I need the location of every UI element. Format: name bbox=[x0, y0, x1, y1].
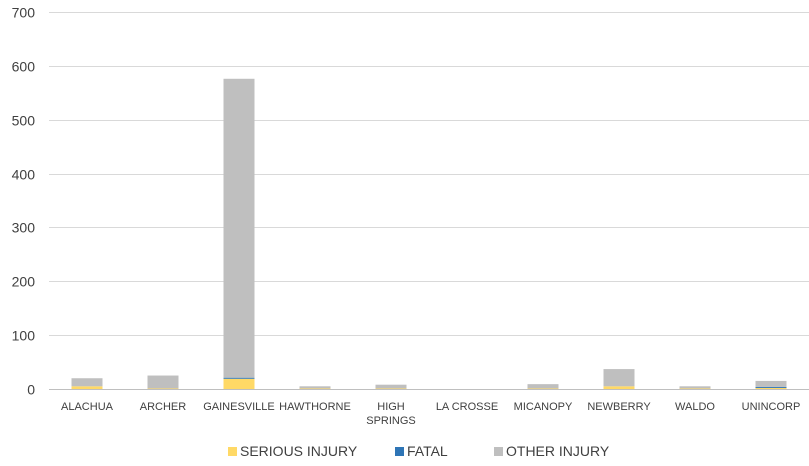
bar-serious-injury bbox=[527, 388, 559, 389]
legend: SERIOUS INJURY FATAL OTHER INJURY bbox=[228, 443, 610, 459]
x-tick-label: ALACHUA bbox=[61, 401, 114, 413]
y-tick-label: 600 bbox=[12, 59, 36, 75]
bar-other-injury bbox=[603, 369, 635, 387]
x-tick-label: WALDO bbox=[675, 401, 715, 413]
y-tick-label: 700 bbox=[12, 5, 36, 21]
bar-serious-injury bbox=[375, 388, 407, 389]
x-tick-label: LA CROSSE bbox=[436, 401, 498, 413]
legend-label: FATAL bbox=[407, 443, 448, 459]
bar-serious-injury bbox=[755, 387, 787, 389]
y-tick-label: 300 bbox=[12, 220, 36, 236]
y-axis: 0 100 200 300 400 500 600 700 bbox=[12, 5, 36, 398]
bar-other-injury bbox=[71, 378, 103, 387]
bar-fatal bbox=[223, 377, 255, 379]
bar-other-injury bbox=[527, 384, 559, 389]
gridlines bbox=[49, 12, 809, 390]
bar-other-injury bbox=[147, 375, 179, 389]
bar-other-injury bbox=[375, 384, 407, 389]
y-tick-label: 100 bbox=[12, 328, 36, 344]
bar-serious-injury bbox=[299, 388, 331, 389]
legend-label: OTHER INJURY bbox=[506, 443, 610, 459]
legend-swatch bbox=[395, 447, 404, 456]
bars bbox=[71, 78, 787, 389]
bar-serious-injury bbox=[71, 386, 103, 389]
y-tick-label: 400 bbox=[12, 167, 36, 183]
bar-other-injury bbox=[299, 386, 331, 389]
x-axis: ALACHUA ARCHER GAINESVILLE HAWTHORNE HIGH SPR… bbox=[61, 401, 800, 427]
bar-serious-injury bbox=[679, 388, 711, 389]
bar-fatal bbox=[755, 386, 787, 388]
x-tick-label: GAINESVILLE bbox=[203, 401, 275, 413]
x-tick-label: ARCHER bbox=[140, 401, 187, 413]
bar-other-injury bbox=[755, 380, 787, 387]
bar-other-injury bbox=[679, 386, 711, 389]
y-tick-label: 200 bbox=[12, 274, 36, 290]
x-tick-label: MICANOPY bbox=[514, 401, 573, 413]
y-tick-label: 0 bbox=[27, 382, 35, 398]
bar-serious-injury bbox=[147, 388, 179, 389]
bar-serious-injury bbox=[603, 386, 635, 389]
bar-serious-injury bbox=[223, 378, 255, 389]
legend-swatch bbox=[228, 447, 237, 456]
x-tick-label: HIGH SPRINGS bbox=[366, 401, 416, 427]
x-tick-label: NEWBERRY bbox=[587, 401, 651, 413]
x-tick-label: UNINCORP bbox=[742, 401, 801, 413]
legend-label: SERIOUS INJURY bbox=[240, 443, 358, 459]
bar-other-injury bbox=[223, 78, 255, 378]
x-tick-label: HAWTHORNE bbox=[279, 401, 351, 413]
y-tick-label: 500 bbox=[12, 113, 36, 129]
legend-swatch bbox=[494, 447, 503, 456]
